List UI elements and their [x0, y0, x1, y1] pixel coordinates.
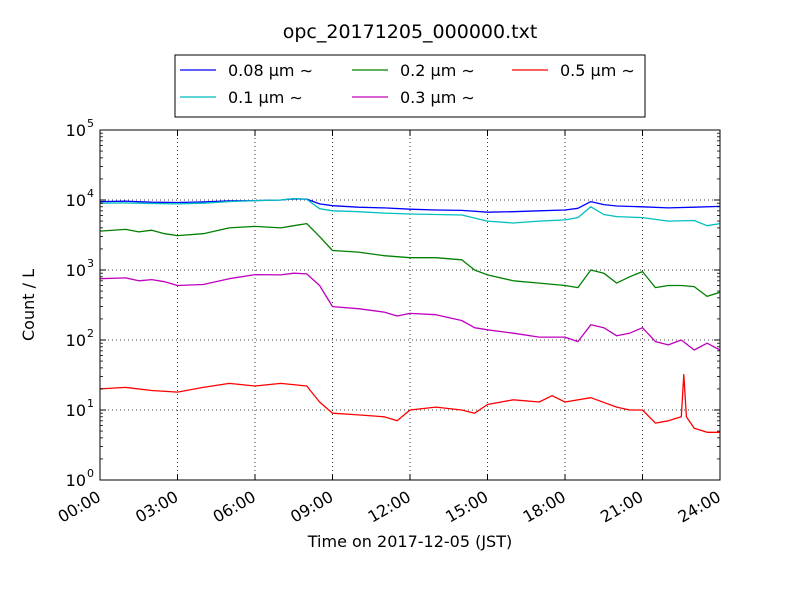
series-line: [100, 272, 720, 351]
chart-title: opc_20171205_000000.txt: [283, 21, 538, 43]
legend-entry: 0.2 μm ∼: [352, 61, 475, 80]
legend-label: 0.2 μm ∼: [400, 61, 475, 80]
y-tick-exponent: 2: [87, 327, 94, 340]
legend-label: 0.5 μm ∼: [560, 61, 635, 80]
legend-label: 0.3 μm ∼: [400, 88, 475, 107]
y-tick-label: 10 4: [66, 187, 94, 210]
grid: [100, 130, 720, 480]
series-line: [100, 373, 720, 433]
y-tick-exponent: 1: [87, 397, 94, 410]
legend-entries: 0.08 μm ∼ 0.1 μm ∼ 0.2 μm ∼ 0.3 μm ∼ 0.5 μm …: [180, 61, 635, 107]
y-axis-label: Count / L: [19, 269, 38, 341]
series-line: [100, 197, 720, 227]
legend-entry: 0.3 μm ∼: [352, 88, 475, 107]
legend: 0.08 μm ∼ 0.1 μm ∼ 0.2 μm ∼ 0.3 μm ∼ 0.5 μm …: [174, 54, 646, 118]
legend-label: 0.08 μm ∼: [228, 61, 313, 80]
y-tick-base: 10: [66, 121, 86, 140]
x-axis-label: Time on 2017-12-05 (JST): [307, 532, 512, 551]
y-tick-base: 10: [66, 401, 86, 420]
y-tick-exponent: 3: [87, 257, 94, 270]
y-tick-base: 10: [66, 331, 86, 350]
y-tick-label: 10 3: [66, 257, 94, 280]
y-tick-base: 10: [66, 191, 86, 210]
y-tick-base: 10: [66, 471, 86, 490]
legend-entry: 0.5 μm ∼: [512, 61, 635, 80]
y-tick-exponent: 0: [87, 467, 94, 480]
y-tick-base: 10: [66, 261, 86, 280]
legend-entry: 0.08 μm ∼: [180, 61, 313, 80]
legend-box: [174, 54, 646, 118]
legend-entry: 0.1 μm ∼: [180, 88, 303, 107]
y-tick-label: 10 1: [66, 397, 94, 420]
y-tick-label: 10 2: [66, 327, 94, 350]
ticks: [99, 129, 721, 481]
y-tick-label: 10 0: [66, 467, 94, 490]
y-tick-label: 10 5: [66, 117, 94, 140]
y-tick-exponent: 4: [87, 187, 94, 200]
series-line: [100, 198, 720, 213]
series-line: [100, 222, 720, 298]
series-layer: [100, 197, 720, 433]
y-tick-exponent: 5: [87, 117, 94, 130]
legend-label: 0.1 μm ∼: [228, 88, 303, 107]
